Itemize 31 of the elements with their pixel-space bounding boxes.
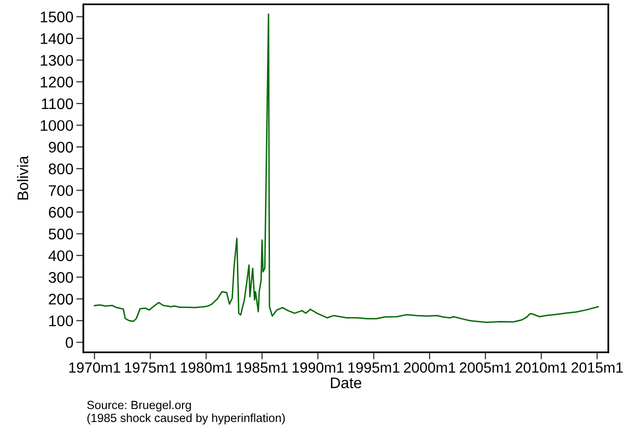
x-tick-label: 1980m1 <box>180 362 232 373</box>
x-axis-title: Date <box>330 378 362 388</box>
x-tick-label: 1985m1 <box>236 362 288 373</box>
y-tick-label: 0 <box>66 337 74 348</box>
y-tick-label: 1000 <box>40 120 74 131</box>
x-tick-label: 2005m1 <box>460 362 512 373</box>
y-tick-label: 200 <box>48 294 74 305</box>
y-tick-label: 600 <box>48 206 74 218</box>
x-tick-label: 1995m1 <box>348 362 400 373</box>
y-tick-label: 900 <box>48 142 74 153</box>
y-tick-label: 1400 <box>40 33 74 44</box>
text: (1985 shock caused by hyperinflation) <box>87 413 285 424</box>
y-tick-label: 700 <box>48 185 74 196</box>
line-series <box>94 13 599 324</box>
y-tick-label: 400 <box>48 250 74 262</box>
x-tick-label: 1970m1 <box>69 362 120 373</box>
x-tick-label: 1975m1 <box>125 362 176 373</box>
y-tick-label: 1200 <box>40 76 74 88</box>
y-tick-label: 1300 <box>40 54 74 66</box>
y-axis-title: Bolivia <box>17 156 28 200</box>
source-note: Source: Bruegel.org <box>87 400 191 412</box>
y-tick-label: 300 <box>48 272 74 283</box>
y-tick-label: 800 <box>48 164 74 174</box>
y-tick-label: 100 <box>49 315 74 326</box>
x-tick-label: 2015m1 <box>572 362 623 373</box>
y-tick-label: 1500 <box>40 12 74 22</box>
x-tick-label: 1990m1 <box>292 362 344 373</box>
y-tick-label: 1100 <box>42 98 74 110</box>
x-tick-label: 2000m1 <box>404 362 456 373</box>
y-tick-label: 500 <box>48 228 74 240</box>
x-tick-label: 2010m1 <box>516 362 567 373</box>
